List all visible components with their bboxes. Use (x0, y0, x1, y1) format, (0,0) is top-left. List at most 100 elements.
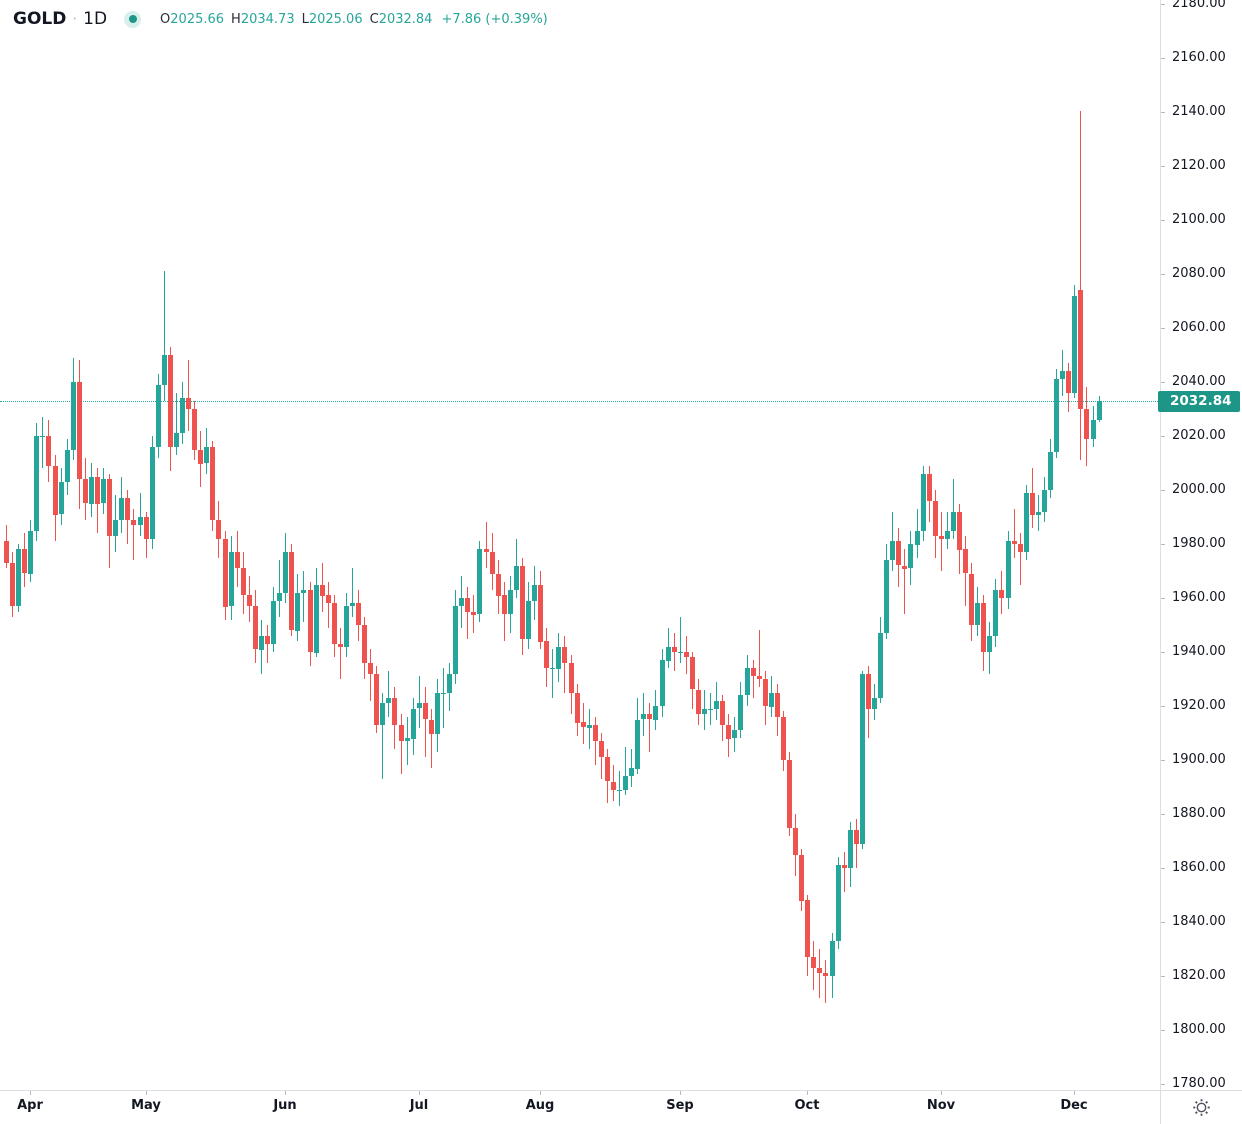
price-axis-label: 2140.00 (1172, 104, 1226, 119)
candle (295, 574, 300, 641)
candle (653, 690, 658, 730)
candle (1072, 285, 1077, 398)
current-price-line (0, 401, 1160, 402)
candle (605, 749, 610, 803)
price-axis-tick (1160, 382, 1165, 383)
open-label: O (160, 11, 171, 27)
status-dot-inner (128, 15, 137, 23)
candle (915, 509, 920, 558)
candle (720, 695, 725, 741)
candle (787, 752, 792, 836)
candle (83, 458, 88, 520)
candle (429, 709, 434, 768)
price-axis-label: 2000.00 (1172, 482, 1226, 497)
candle (751, 660, 756, 698)
candle (575, 684, 580, 736)
candle (411, 698, 416, 755)
candle (89, 463, 94, 517)
candle (502, 582, 507, 641)
candle (380, 693, 385, 779)
candle (902, 549, 907, 614)
candle (544, 628, 549, 687)
time-axis[interactable]: Apr May Jun Jul Aug Sep Oct Nov Dec (0, 1090, 1160, 1124)
candlestick-chart[interactable] (0, 0, 1160, 1090)
candle (59, 468, 64, 525)
price-axis-tick (1160, 1030, 1165, 1031)
price-axis[interactable]: 2032.84 2180.00 2160.00 2140.00 2120.00 2100… (1158, 0, 1242, 1091)
gear-icon[interactable] (1192, 1098, 1211, 1117)
time-axis-tick (1074, 1090, 1075, 1095)
candle (338, 628, 343, 679)
candle (799, 849, 804, 911)
candle (71, 358, 76, 460)
candle (65, 439, 70, 495)
current-price-badge: 2032.84 (1158, 391, 1240, 412)
candle (477, 541, 482, 622)
candle (1006, 531, 1011, 609)
candle (969, 563, 974, 641)
timeframe-label[interactable]: 1D (83, 9, 108, 29)
time-axis-label: Aug (525, 1098, 555, 1113)
candle (514, 539, 519, 598)
price-axis-label: 1820.00 (1172, 968, 1226, 983)
symbol-name[interactable]: GOLD (13, 9, 67, 29)
candle (271, 587, 276, 652)
time-axis-label: Dec (1060, 1098, 1088, 1113)
price-axis-label: 2180.00 (1172, 0, 1226, 11)
price-axis-border (1160, 0, 1161, 1124)
candle (726, 714, 731, 757)
candle (635, 698, 640, 774)
time-axis-tick (941, 1090, 942, 1095)
candle (40, 417, 45, 468)
candle (125, 490, 130, 544)
candle (95, 468, 100, 533)
candle (301, 571, 306, 622)
candle (471, 595, 476, 633)
candle (459, 576, 464, 628)
candle (259, 620, 264, 674)
price-axis-label: 1980.00 (1172, 536, 1226, 551)
candle (1054, 369, 1059, 458)
price-axis-label: 2120.00 (1172, 158, 1226, 173)
candle (1091, 406, 1096, 447)
candle (308, 582, 313, 666)
candle (738, 682, 743, 738)
candle (532, 566, 537, 620)
candle (793, 814, 798, 876)
candle (963, 536, 968, 606)
candle (344, 593, 349, 657)
time-axis-label: Nov (926, 1098, 956, 1113)
candle (10, 552, 15, 617)
candle (672, 633, 677, 671)
candle (399, 714, 404, 774)
price-axis-label: 1880.00 (1172, 806, 1226, 821)
price-axis-label: 2080.00 (1172, 266, 1226, 281)
axis-corner-cell[interactable] (1161, 1091, 1242, 1124)
candle (423, 687, 428, 757)
candle (836, 857, 841, 949)
candle (987, 622, 992, 674)
candle (617, 771, 622, 806)
candle (204, 428, 209, 474)
change-value: +7.86 (+0.39%) (441, 11, 548, 27)
close-value: 2032.84 (378, 11, 433, 27)
candle (732, 717, 737, 752)
time-axis-label: Jun (273, 1098, 297, 1113)
market-status-icon[interactable] (124, 10, 142, 28)
candle (247, 576, 252, 622)
candle (993, 579, 998, 647)
candle (1060, 350, 1065, 396)
candle (508, 576, 513, 633)
candle (860, 671, 865, 849)
candle (696, 679, 701, 725)
price-axis-tick (1160, 760, 1165, 761)
candle (386, 671, 391, 717)
candle (326, 582, 331, 628)
price-axis-label: 1800.00 (1172, 1022, 1226, 1037)
candle (599, 733, 604, 779)
candle (392, 687, 397, 749)
candle (332, 595, 337, 657)
candle (769, 676, 774, 717)
candle (368, 649, 373, 701)
price-axis-tick (1160, 4, 1165, 5)
